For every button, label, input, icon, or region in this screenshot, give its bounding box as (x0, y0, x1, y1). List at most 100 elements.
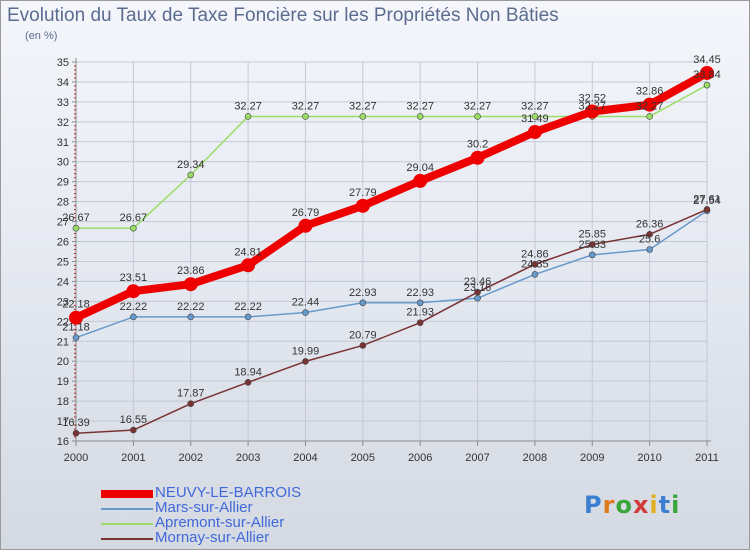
logo-letter: r (602, 491, 616, 519)
data-point-0 (355, 198, 370, 213)
y-tick-label: 32 (57, 117, 69, 129)
series-line-1 (75, 210, 708, 339)
data-label-1: 22.22 (234, 301, 262, 313)
proxiti-logo: Proxiti (584, 491, 680, 519)
data-point-0 (126, 284, 141, 299)
data-point-3 (588, 241, 596, 248)
x-tick-label: 2009 (580, 452, 604, 464)
data-point-0 (470, 150, 485, 165)
data-label-2: 32.27 (464, 100, 492, 112)
data-label-2: 33.84 (693, 69, 721, 81)
data-point-2 (72, 224, 80, 232)
data-point-0 (413, 173, 428, 188)
data-point-3 (244, 379, 252, 386)
data-label-1: 22.22 (177, 301, 205, 313)
data-label-2: 32.27 (636, 100, 664, 112)
data-label-2: 32.27 (292, 100, 320, 112)
data-label-0: 23.51 (120, 272, 148, 284)
y-tick-label: 21 (57, 336, 69, 348)
data-point-2 (416, 113, 424, 120)
data-point-2 (302, 113, 309, 120)
data-point-2 (359, 113, 367, 120)
y-tick-label: 26 (57, 237, 69, 249)
data-label-2: 26.67 (62, 212, 90, 224)
x-tick-label: 2004 (293, 452, 317, 464)
chart-unit-label: (en %) (25, 30, 58, 42)
legend-label: NEUVY-LE-BARROIS (155, 484, 302, 501)
data-label-2: 32.27 (349, 100, 377, 112)
x-tick-label: 2011 (695, 452, 719, 464)
series-layer (69, 65, 714, 437)
data-label-0: 34.45 (693, 54, 721, 66)
data-point-1 (588, 251, 596, 259)
x-tick-label: 2003 (236, 452, 260, 464)
chart-title: Evolution du Taux de Taxe Foncière sur l… (7, 5, 559, 26)
legend-swatch (101, 508, 153, 510)
y-tick-label: 31 (57, 137, 69, 149)
y-tick-label: 23 (57, 296, 69, 308)
data-point-2 (130, 224, 137, 232)
data-point-0 (183, 277, 198, 292)
data-point-1 (531, 271, 539, 278)
y-tick-label: 17 (57, 416, 69, 428)
legend-item: NEUVY-LE-BARROIS (101, 484, 361, 501)
data-label-0: 22.18 (62, 299, 90, 311)
x-tick-label: 2010 (637, 452, 661, 464)
y-tick-label: 35 (57, 57, 69, 69)
data-point-0 (298, 218, 313, 233)
series-line-2 (75, 84, 708, 229)
data-point-0 (241, 258, 256, 273)
data-label-3: 27.61 (693, 193, 721, 205)
data-label-0: 32.86 (636, 86, 664, 98)
data-label-0: 30.2 (467, 139, 488, 151)
legend-label: Apremont-sur-Allier (155, 514, 285, 531)
data-point-1 (474, 294, 481, 302)
data-label-1: 21.18 (62, 322, 90, 334)
data-point-2 (187, 171, 195, 179)
legend-swatch (101, 490, 153, 498)
y-tick-label: 33 (57, 97, 69, 109)
data-label-1: 25.6 (639, 234, 660, 246)
data-point-3 (359, 342, 367, 349)
legend-swatch (101, 523, 153, 525)
legend-item: Apremont-sur-Allier (101, 514, 361, 531)
data-point-3 (646, 231, 653, 238)
data-point-2 (474, 113, 481, 120)
data-label-3: 18.94 (234, 366, 262, 378)
data-label-2: 29.34 (177, 159, 205, 171)
logo-letter: t (658, 491, 672, 519)
data-label-3: 16.55 (120, 414, 148, 426)
y-tick-label: 30 (57, 157, 69, 169)
data-label-1: 27.54 (693, 195, 721, 207)
data-label-3: 17.87 (177, 388, 205, 400)
data-label-0: 24.81 (234, 246, 262, 258)
data-point-1 (72, 334, 80, 341)
data-label-1: 22.44 (292, 297, 320, 309)
y-tick-label: 16 (57, 436, 69, 448)
legend-swatch (101, 538, 153, 540)
data-label-3: 20.79 (349, 329, 377, 341)
data-point-0 (69, 310, 83, 325)
data-point-1 (646, 246, 653, 253)
data-label-3: 24.86 (521, 248, 549, 260)
logo-letter: P (584, 491, 603, 519)
data-label-2: 32.27 (234, 100, 262, 112)
legend-label: Mars-sur-Allier (155, 499, 253, 516)
data-label-1: 22.93 (349, 287, 377, 299)
y-tick-label: 27 (57, 217, 69, 229)
data-label-0: 27.79 (349, 187, 377, 199)
y-tick-label: 22 (57, 316, 69, 328)
x-tick-label: 2000 (64, 452, 88, 464)
legend-label: Mornay-sur-Allier (155, 529, 270, 546)
data-point-0 (527, 125, 542, 140)
logo-letter: o (615, 491, 633, 519)
logo-letter: i (671, 491, 681, 519)
data-label-1: 24.35 (521, 258, 549, 270)
y-tick-label: 29 (57, 177, 69, 189)
axes: 16 17 18 19 20 21 22 23 24 25 26 27 28 29 30 31 32 33 34 35… (57, 57, 719, 464)
data-point-3 (187, 400, 195, 407)
y-tick-label: 20 (57, 356, 69, 368)
data-point-0 (700, 65, 714, 80)
data-label-3: 23.46 (464, 276, 492, 288)
